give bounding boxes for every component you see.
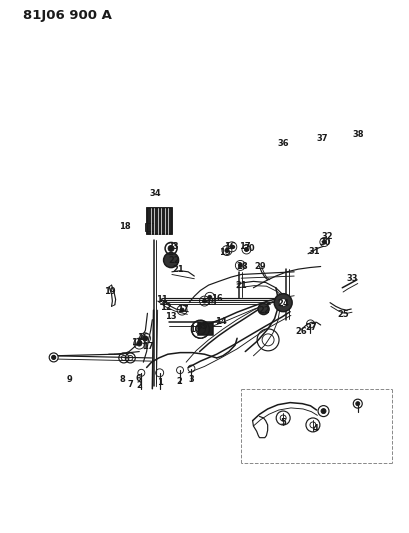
Text: 25: 25 <box>337 310 349 319</box>
Circle shape <box>230 245 234 249</box>
Text: 19: 19 <box>104 287 116 296</box>
Circle shape <box>208 295 212 300</box>
Circle shape <box>202 299 207 303</box>
Text: 23: 23 <box>167 242 179 251</box>
Circle shape <box>258 303 269 314</box>
Text: 81J06 900 A: 81J06 900 A <box>23 9 112 22</box>
Text: 6: 6 <box>135 374 141 383</box>
Text: 8: 8 <box>119 375 125 384</box>
Text: 15: 15 <box>218 248 230 257</box>
Text: 3: 3 <box>189 375 194 384</box>
Bar <box>147 208 172 233</box>
Circle shape <box>274 294 292 312</box>
Circle shape <box>137 341 142 346</box>
Circle shape <box>322 240 326 244</box>
Circle shape <box>142 336 148 341</box>
Bar <box>145 223 154 231</box>
Text: 31: 31 <box>309 247 320 256</box>
Text: 17: 17 <box>142 342 154 351</box>
Circle shape <box>279 298 287 306</box>
Text: 15: 15 <box>205 298 217 307</box>
Text: 17: 17 <box>177 304 189 313</box>
Circle shape <box>225 248 229 253</box>
Circle shape <box>52 356 56 359</box>
Text: 35: 35 <box>197 321 208 330</box>
Text: 14: 14 <box>215 317 227 326</box>
Text: 2: 2 <box>136 381 142 390</box>
Text: 38: 38 <box>353 130 364 139</box>
Text: 36: 36 <box>277 139 289 148</box>
Circle shape <box>245 247 249 252</box>
Text: 10: 10 <box>189 325 201 334</box>
Text: 22: 22 <box>258 305 270 314</box>
Text: 26: 26 <box>295 327 307 336</box>
Circle shape <box>168 245 174 252</box>
Text: 4: 4 <box>312 424 318 433</box>
Text: 15: 15 <box>131 338 143 347</box>
Text: 5: 5 <box>280 418 286 427</box>
Text: 22: 22 <box>168 256 180 264</box>
Circle shape <box>49 353 58 362</box>
Text: 1: 1 <box>157 378 163 387</box>
Text: 9: 9 <box>66 375 72 384</box>
Text: 7: 7 <box>128 380 133 389</box>
Text: 30: 30 <box>319 238 331 247</box>
Text: 11: 11 <box>156 295 168 304</box>
Text: 27: 27 <box>306 323 317 332</box>
Text: 18: 18 <box>119 222 131 231</box>
Text: 29: 29 <box>254 262 266 271</box>
Text: 21: 21 <box>235 280 247 289</box>
Text: 33: 33 <box>346 274 358 283</box>
Text: 17: 17 <box>239 243 251 252</box>
Text: 21: 21 <box>173 265 184 274</box>
Text: 2: 2 <box>176 377 182 386</box>
Text: 28: 28 <box>236 262 248 271</box>
Text: 24: 24 <box>277 299 289 308</box>
Text: 37: 37 <box>317 134 328 143</box>
Text: 16: 16 <box>224 243 236 252</box>
Text: 12: 12 <box>160 303 172 312</box>
Bar <box>198 324 213 335</box>
Circle shape <box>238 263 243 268</box>
Text: 16: 16 <box>137 333 148 342</box>
Bar <box>147 208 172 233</box>
Text: 20: 20 <box>243 244 255 253</box>
Circle shape <box>180 308 184 312</box>
Circle shape <box>321 409 326 414</box>
Circle shape <box>356 402 360 406</box>
Circle shape <box>164 253 179 268</box>
Text: 13: 13 <box>165 312 177 321</box>
Text: 32: 32 <box>322 232 333 241</box>
Text: 34: 34 <box>150 189 162 198</box>
Text: 16: 16 <box>211 294 222 303</box>
